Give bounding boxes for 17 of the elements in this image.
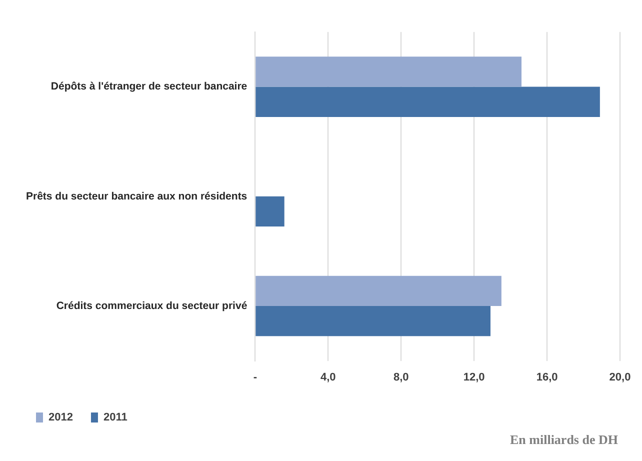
- legend-label: 2012: [48, 412, 73, 424]
- text: En milliards de DH: [510, 432, 618, 448]
- x-tick-label: 20,0: [609, 371, 631, 384]
- x-tick-label: 12,0: [463, 371, 485, 384]
- bar: [256, 196, 284, 227]
- bar: [256, 56, 522, 87]
- bar: [256, 276, 502, 306]
- x-tick-label: 8,0: [393, 371, 409, 384]
- bar: [256, 306, 490, 336]
- y-tick-label: Dépôts à l'étranger de secteur bancaire: [50, 80, 248, 93]
- x-tick-label: -: [253, 371, 258, 384]
- legend-label: 2011: [103, 412, 128, 424]
- y-tick-label: Prêts du secteur bancaire aux non résidents: [26, 190, 248, 202]
- y-tick-label: Crédits commerciaux du secteur privé: [56, 300, 248, 312]
- x-tick-label: 4,0: [320, 371, 336, 384]
- bar: [256, 86, 600, 117]
- x-tick-label: 16,0: [536, 371, 558, 384]
